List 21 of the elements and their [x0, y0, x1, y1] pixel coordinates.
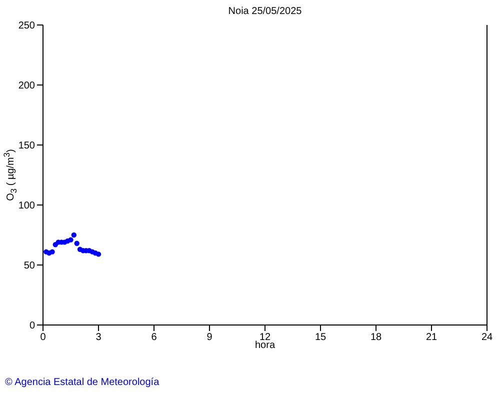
x-tick-label: 0	[40, 332, 46, 344]
x-tick-label: 9	[206, 332, 213, 344]
point	[71, 232, 76, 238]
y-tick-label: 250	[18, 20, 36, 32]
text: © Agencia Estatal de Meteorología	[5, 377, 160, 388]
point	[74, 240, 80, 246]
x-tick-label: 3	[96, 332, 102, 344]
x-tick-label: 6	[151, 332, 158, 344]
x-tick-label: 24	[481, 332, 493, 344]
y-tick-label: 200	[18, 80, 36, 92]
y-tick-label: 0	[29, 320, 36, 332]
point	[68, 237, 74, 242]
y-tick-label: 100	[18, 200, 36, 212]
x-tick-label: 15	[314, 332, 326, 344]
y-tick-label: 50	[24, 260, 36, 272]
y-tick-label: 150	[18, 140, 36, 152]
chart-title: Noia 25/05/2025	[227, 6, 303, 17]
point	[96, 252, 102, 257]
x-tick-label: 18	[370, 332, 382, 344]
x-tick-label: 21	[426, 332, 438, 344]
point	[50, 249, 55, 254]
